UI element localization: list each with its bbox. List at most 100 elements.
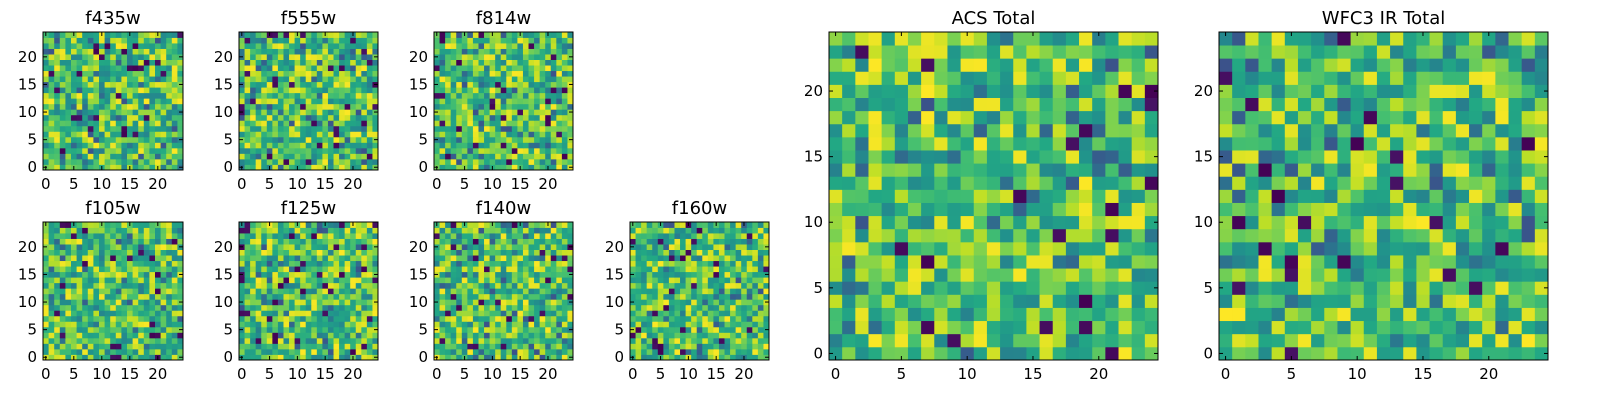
heatmap-cell (500, 153, 507, 160)
heatmap-cell (456, 326, 463, 333)
heatmap-cell (104, 332, 111, 339)
heatmap-cell (680, 277, 686, 284)
heatmap-cell (539, 233, 546, 239)
heatmap-cell (1118, 202, 1133, 217)
heatmap-cell (71, 321, 77, 328)
heatmap-cell (986, 163, 1001, 177)
heatmap-cell (467, 81, 474, 88)
heatmap-cell (71, 158, 77, 165)
heatmap-cell (266, 136, 273, 143)
heatmap-cell (668, 260, 675, 267)
heatmap-cell (272, 103, 279, 110)
heatmap-cell (741, 282, 748, 289)
heatmap-cell (973, 255, 988, 269)
heatmap-cell (1131, 228, 1146, 243)
heatmap-cell (115, 233, 122, 239)
heatmap-cell (104, 227, 111, 234)
heatmap-cell (132, 37, 139, 44)
heatmap-cell (746, 354, 753, 361)
heatmap-cell (556, 244, 563, 250)
heatmap-cell (327, 131, 334, 138)
heatmap-cell (71, 120, 77, 127)
heatmap-cell (104, 59, 111, 66)
heatmap-cell (484, 315, 490, 322)
heatmap-cell (495, 114, 502, 121)
heatmap-cell (630, 227, 636, 234)
heatmap-cell (294, 109, 301, 116)
heatmap-cell (305, 354, 312, 361)
heatmap-cell (439, 315, 446, 322)
heatmap-cell (506, 153, 513, 160)
y-tick-label: 20 (214, 48, 233, 66)
heatmap-cell (283, 321, 290, 328)
heatmap-cell (311, 70, 318, 77)
heatmap-cell (171, 131, 178, 138)
heatmap-cell (472, 158, 479, 165)
heatmap-cell (43, 158, 49, 165)
heatmap-cell (65, 131, 72, 138)
heatmap-cell (702, 260, 709, 267)
heatmap-cell (166, 348, 173, 355)
heatmap-cell (93, 277, 100, 284)
heatmap-cell (472, 315, 479, 322)
heatmap-cell (177, 98, 184, 105)
heatmap-cell (713, 304, 720, 311)
heatmap-cell (456, 136, 463, 143)
heatmap-cell (361, 277, 368, 284)
heatmap-cell (461, 260, 468, 267)
heatmap-cell (160, 153, 167, 160)
heatmap-cell (87, 271, 94, 278)
heatmap-cell (350, 299, 357, 306)
heatmap-cell (707, 277, 714, 284)
heatmap-cell (495, 222, 502, 228)
heatmap-cell (255, 48, 262, 55)
heatmap-cell (696, 354, 703, 361)
heatmap-cell (149, 164, 156, 171)
heatmap-cell (567, 343, 574, 350)
heatmap-cell (986, 202, 1001, 217)
heatmap-cell (641, 315, 648, 322)
heatmap-cell (255, 244, 262, 250)
heatmap-cell (881, 215, 896, 230)
heatmap-cell (467, 282, 474, 289)
heatmap-cell (143, 271, 150, 278)
heatmap-cell (82, 59, 89, 66)
heatmap-cell (277, 238, 284, 245)
heatmap-cell (680, 282, 686, 289)
heatmap-cell (177, 76, 184, 83)
heatmap-cell (171, 233, 178, 239)
heatmap-cell (305, 164, 312, 171)
heatmap-cell (567, 125, 574, 132)
heatmap-cell (361, 304, 368, 311)
heatmap-cell (545, 288, 552, 295)
heatmap-cell (160, 43, 167, 49)
heatmap-cell (366, 87, 373, 94)
heatmap-cell (160, 98, 167, 105)
heatmap-cell (718, 266, 725, 273)
heatmap-cell (735, 227, 742, 234)
heatmap-cell (439, 103, 446, 110)
heatmap-cell (495, 48, 502, 55)
heatmap-cell (545, 337, 552, 344)
heatmap-cell (48, 54, 55, 60)
heatmap-cell (652, 321, 659, 328)
heatmap-cell (641, 271, 648, 278)
heatmap-cell (132, 48, 139, 55)
heatmap-cell (87, 354, 94, 361)
heatmap-cell (339, 48, 346, 55)
heatmap-cell (894, 228, 909, 243)
heatmap-cell (735, 343, 742, 350)
heatmap-cell (344, 43, 351, 49)
heatmap-cell (71, 310, 77, 317)
heatmap-cell (500, 315, 507, 322)
heatmap-cell (272, 249, 279, 256)
heatmap-cell (160, 164, 167, 171)
heatmap-cell (244, 76, 251, 83)
heatmap-cell (1013, 320, 1027, 335)
heatmap-cell (434, 277, 440, 284)
heatmap-cell (143, 282, 150, 289)
heatmap-cell (450, 65, 457, 72)
heatmap-cell (294, 48, 301, 55)
heatmap-cell (355, 147, 362, 154)
heatmap-cell (327, 153, 334, 160)
